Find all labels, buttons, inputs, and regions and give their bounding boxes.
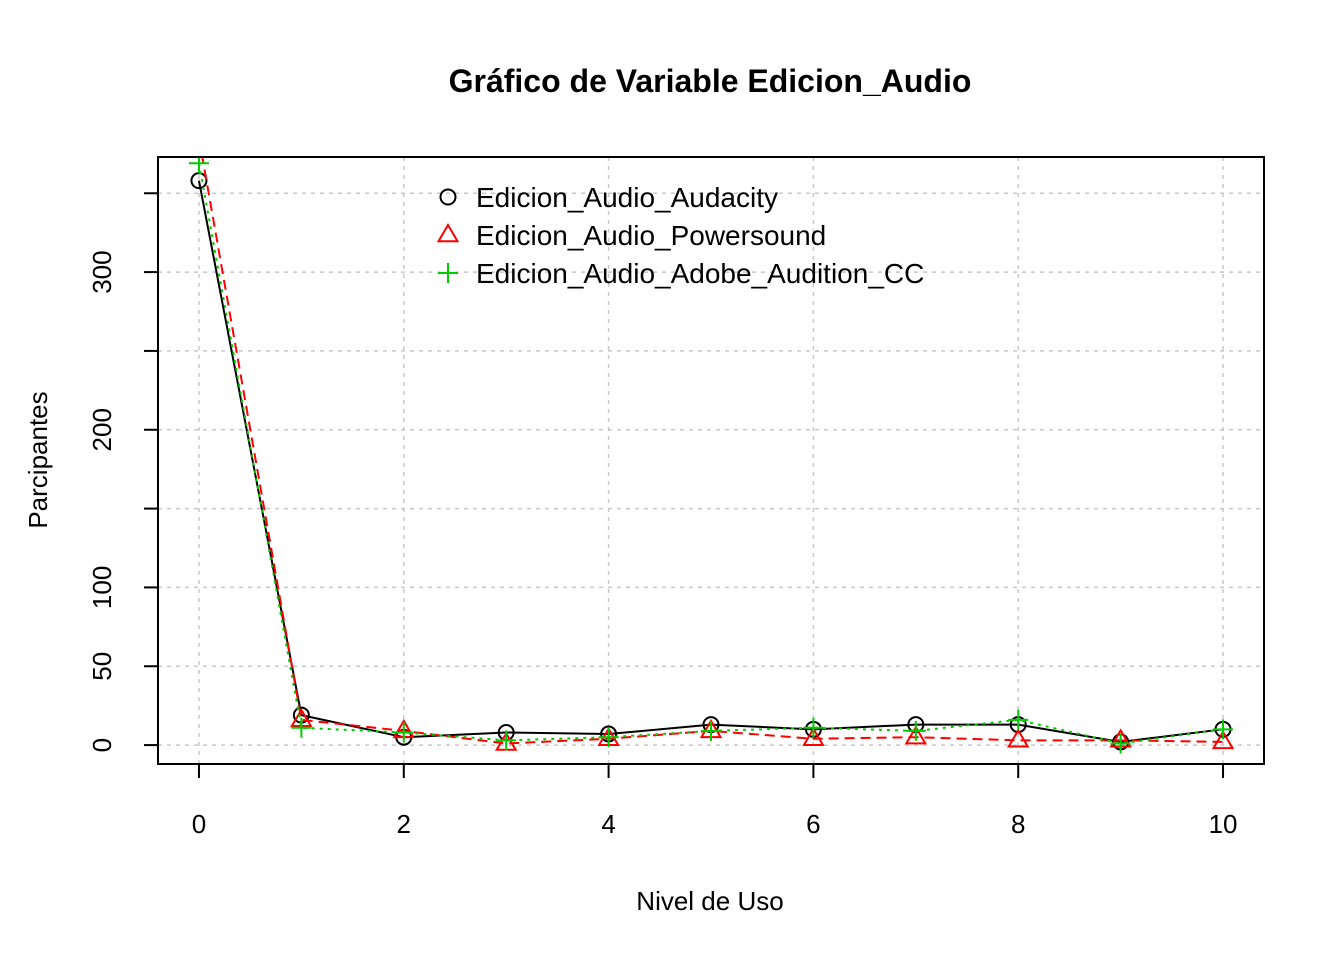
x-tick-label: 10: [1209, 809, 1238, 839]
x-tick-label: 4: [601, 809, 615, 839]
chart-title: Gráfico de Variable Edicion_Audio: [449, 63, 972, 99]
data-point: [1006, 728, 1030, 748]
x-tick-label: 6: [806, 809, 820, 839]
data-point: [1110, 733, 1131, 754]
data-point: [1213, 719, 1234, 740]
x-axis-label: Nivel de Uso: [636, 886, 783, 916]
y-axis: 0 50 100 200 300: [87, 192, 158, 752]
data-point: [802, 726, 825, 746]
x-tick-label: 8: [1011, 809, 1025, 839]
legend-item: Edicion_Audio_Audacity: [439, 182, 778, 213]
data-point: [701, 720, 721, 741]
x-axis: 0 2 4 6 8 10: [192, 764, 1238, 839]
y-tick-label: 50: [87, 652, 117, 681]
data-point: [598, 727, 619, 748]
legend-label: Edicion_Audio_Adobe_Audition_CC: [476, 258, 924, 289]
x-tick-label: 0: [192, 809, 206, 839]
series-line: [201, 157, 1224, 745]
plot-frame: [157, 156, 1265, 765]
data-point: [905, 720, 926, 741]
series-line: [197, 163, 1224, 745]
grid: [158, 157, 1264, 764]
data-point: [1211, 729, 1235, 750]
legend: Edicion_Audio_Audacity Edicion_Audio_Powe…: [436, 182, 924, 289]
data-point: [803, 717, 824, 738]
data-point: [188, 157, 209, 174]
y-tick-label: 100: [87, 566, 117, 609]
data-point: [1008, 709, 1029, 730]
data-point: [189, 128, 208, 144]
data-point: [496, 730, 517, 751]
legend-label: Edicion_Audio_Audacity: [476, 182, 778, 213]
x-tick-label: 2: [397, 809, 411, 839]
legend-marker-icon: [436, 223, 460, 243]
legend-label: Edicion_Audio_Powersound: [476, 220, 826, 251]
data-point: [393, 722, 414, 743]
y-tick-label: 0: [87, 738, 117, 752]
legend-item: Edicion_Audio_Adobe_Audition_CC: [438, 258, 924, 289]
data-point: [904, 725, 928, 745]
legend-marker-icon: [439, 188, 457, 206]
legend-marker-icon: [438, 263, 458, 283]
data-point: [291, 717, 312, 738]
y-tick-label: 200: [87, 408, 117, 451]
y-tick-label: 300: [87, 250, 117, 293]
y-axis-label: Parcipantes: [23, 391, 53, 528]
legend-item: Edicion_Audio_Powersound: [436, 220, 826, 251]
series-Edicion_Audio_Adobe_Audition_CC: [188, 157, 1234, 754]
series-layer: [188, 128, 1235, 754]
